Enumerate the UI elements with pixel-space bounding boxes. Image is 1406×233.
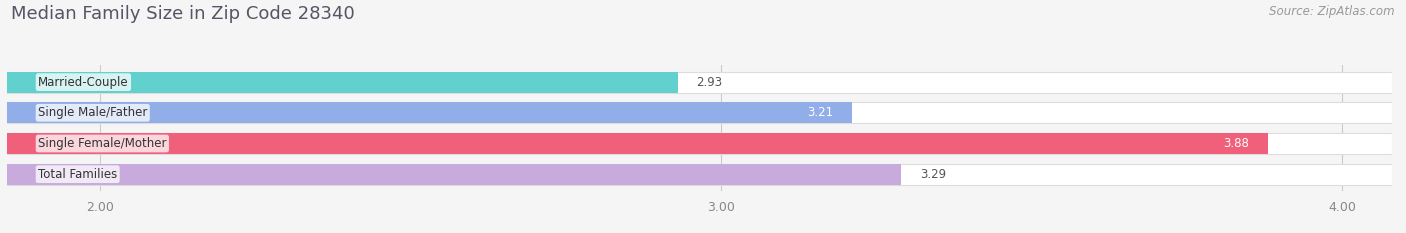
Text: Single Female/Mother: Single Female/Mother	[38, 137, 166, 150]
Bar	[7, 164, 901, 185]
Text: 2.93: 2.93	[696, 76, 723, 89]
Text: Source: ZipAtlas.com: Source: ZipAtlas.com	[1270, 5, 1395, 18]
Bar	[7, 133, 1268, 154]
Bar	[7, 72, 1392, 93]
Bar	[7, 133, 1392, 154]
Text: 3.29: 3.29	[920, 168, 946, 181]
Bar	[7, 164, 1392, 185]
Bar	[7, 72, 678, 93]
Text: Single Male/Father: Single Male/Father	[38, 106, 148, 119]
Text: Married-Couple: Married-Couple	[38, 76, 129, 89]
Text: Total Families: Total Families	[38, 168, 117, 181]
Text: Median Family Size in Zip Code 28340: Median Family Size in Zip Code 28340	[11, 5, 354, 23]
Text: 3.88: 3.88	[1223, 137, 1249, 150]
Bar	[7, 102, 1392, 123]
Text: 3.21: 3.21	[807, 106, 832, 119]
Bar	[7, 102, 852, 123]
